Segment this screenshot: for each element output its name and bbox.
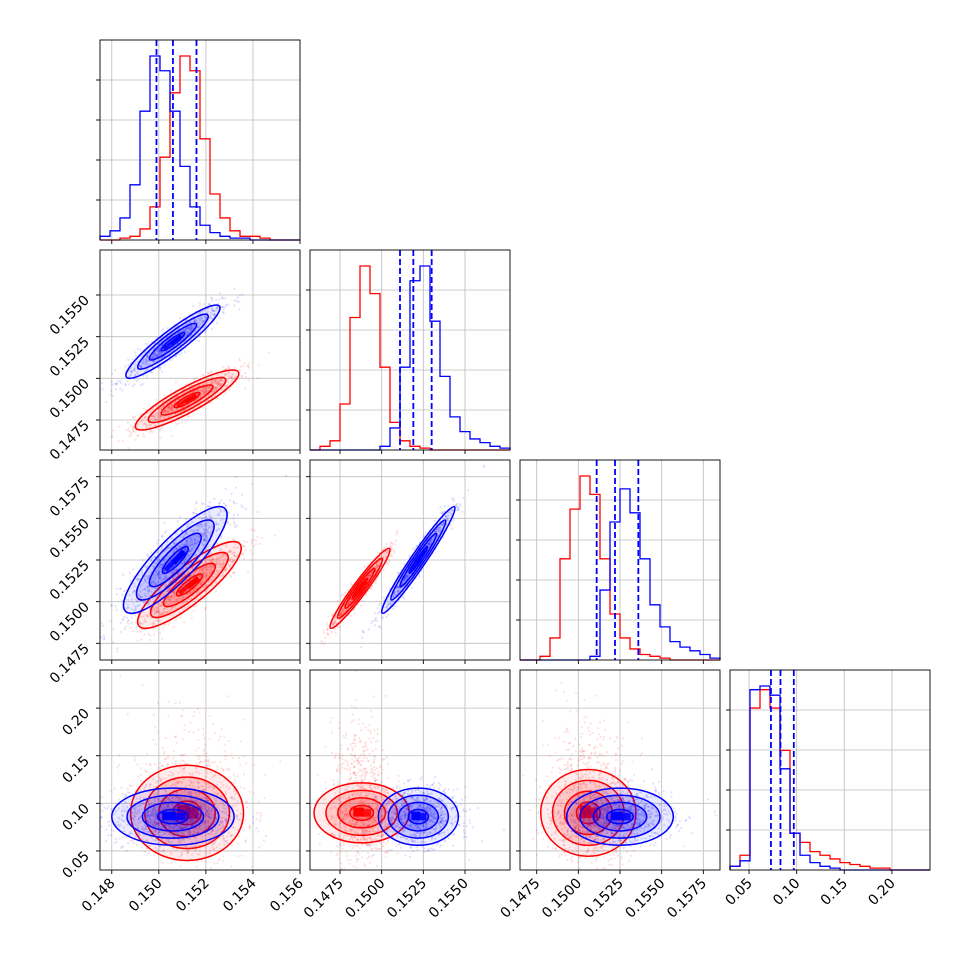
contours-red bbox=[329, 547, 391, 630]
contours-blue bbox=[122, 505, 228, 615]
x-tick-label: 0.1525 bbox=[581, 876, 627, 922]
y-tick-label: 0.1500 bbox=[47, 599, 93, 645]
contours-blue bbox=[380, 505, 456, 615]
y-tick-label: 0.10 bbox=[59, 801, 92, 834]
x-tick-label: 0.150 bbox=[126, 876, 166, 916]
contours-blue bbox=[565, 787, 675, 846]
scatter-panel-4-2 bbox=[306, 669, 511, 874]
x-tick-label: 0.148 bbox=[79, 876, 119, 916]
x-tick-label: 0.10 bbox=[770, 876, 803, 909]
y-tick-label: 0.1500 bbox=[47, 376, 93, 422]
x-tick-label: 0.05 bbox=[723, 876, 756, 909]
histogram-panel-1 bbox=[96, 39, 301, 244]
scatter-panel-3-1 bbox=[96, 459, 301, 664]
y-tick-label: 0.15 bbox=[59, 753, 92, 786]
contours-red bbox=[134, 369, 240, 431]
x-tick-label: 0.154 bbox=[220, 875, 260, 915]
x-tick-label: 0.1550 bbox=[623, 876, 669, 922]
contours-red bbox=[136, 540, 242, 630]
x-tick-label: 0.1500 bbox=[343, 876, 389, 922]
scatter-panel-4-1 bbox=[96, 669, 301, 874]
x-tick-label: 0.1500 bbox=[539, 876, 585, 922]
x-tick-label: 0.1475 bbox=[301, 876, 347, 922]
x-tick-label: 0.15 bbox=[818, 876, 851, 909]
y-tick-label: 0.1575 bbox=[47, 474, 93, 520]
x-tick-label: 0.1550 bbox=[426, 876, 472, 922]
y-tick-label: 0.1550 bbox=[47, 516, 93, 562]
contours-blue bbox=[377, 787, 460, 846]
x-tick-label: 0.152 bbox=[173, 876, 213, 916]
y-tick-label: 0.1475 bbox=[47, 418, 93, 464]
y-tick-label: 0.1525 bbox=[47, 334, 93, 380]
y-tick-label: 0.1550 bbox=[47, 293, 93, 339]
histogram-red bbox=[100, 55, 300, 241]
contours-blue bbox=[125, 304, 221, 380]
contours-red bbox=[313, 782, 411, 844]
x-tick-label: 0.1475 bbox=[498, 876, 544, 922]
x-tick-label: 0.1525 bbox=[384, 876, 430, 922]
histogram-blue bbox=[729, 685, 930, 871]
scatter-panel-2-1 bbox=[96, 249, 301, 454]
histogram-panel-3 bbox=[516, 459, 721, 664]
y-tick-label: 0.05 bbox=[59, 848, 92, 881]
contours-blue bbox=[111, 787, 235, 846]
x-tick-label: 0.20 bbox=[865, 876, 898, 909]
scatter-panel-4-3 bbox=[516, 669, 721, 874]
histogram-panel-2 bbox=[306, 249, 511, 454]
x-tick-label: 0.1575 bbox=[664, 876, 710, 922]
histogram-red bbox=[729, 689, 930, 871]
y-tick-label: 0.20 bbox=[59, 706, 92, 739]
histogram-panel-4 bbox=[726, 669, 931, 874]
scatter-panel-3-2 bbox=[306, 459, 511, 664]
y-tick-label: 0.1525 bbox=[47, 558, 93, 604]
histogram-blue bbox=[99, 55, 300, 241]
histogram-red bbox=[520, 475, 720, 661]
y-tick-label: 0.1475 bbox=[47, 641, 93, 687]
scatter-points-red bbox=[316, 670, 413, 870]
